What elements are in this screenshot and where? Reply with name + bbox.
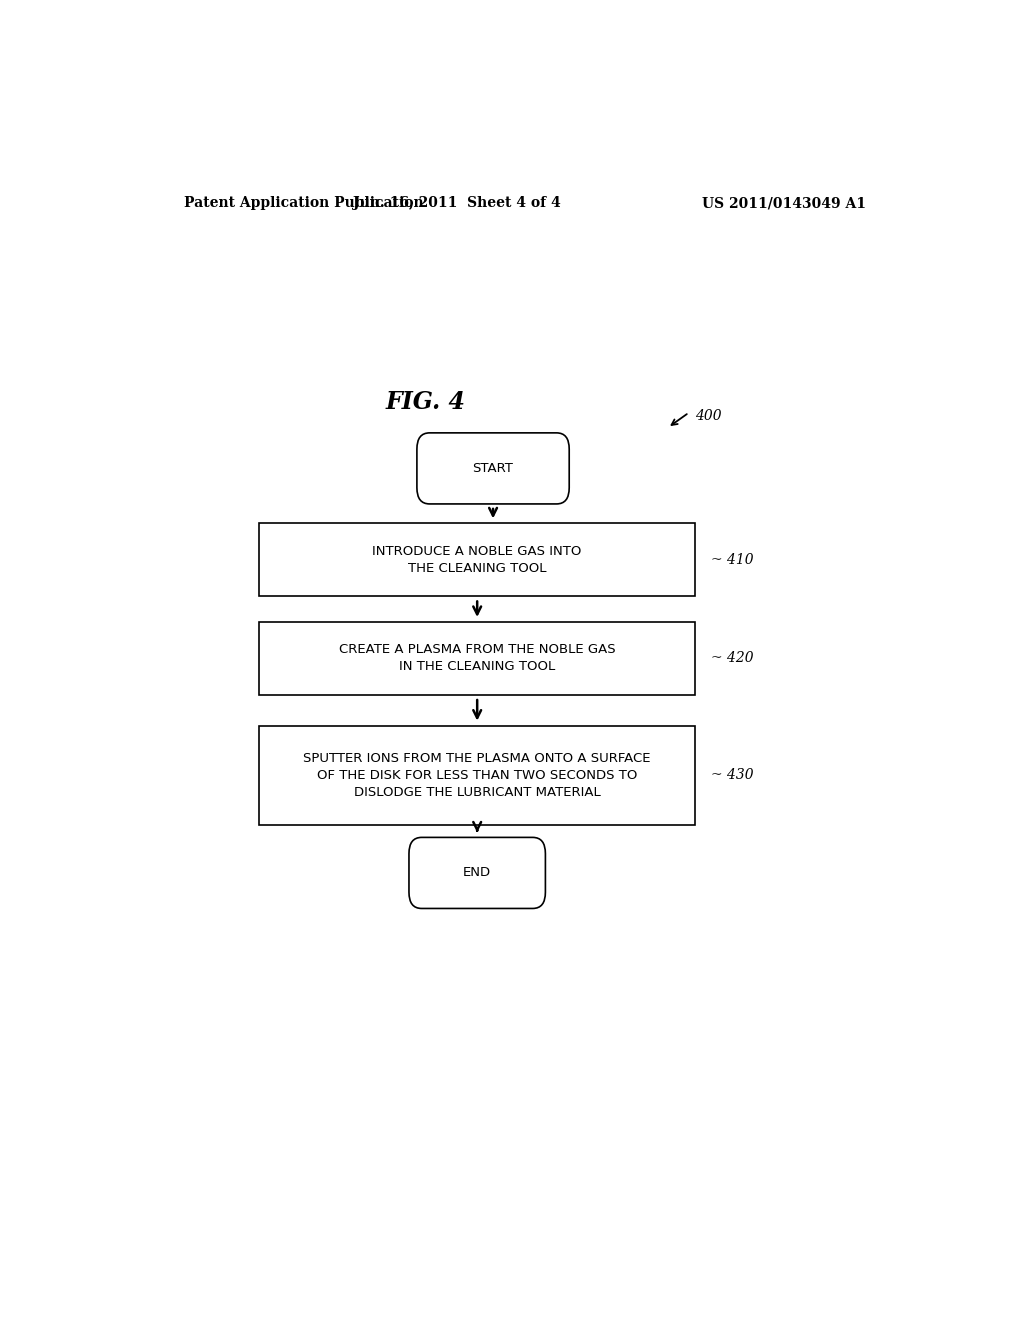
Text: INTRODUCE A NOBLE GAS INTO
THE CLEANING TOOL: INTRODUCE A NOBLE GAS INTO THE CLEANING … bbox=[373, 545, 582, 576]
Bar bbox=[259, 622, 695, 696]
Text: END: END bbox=[463, 866, 492, 879]
Text: ~ 420: ~ 420 bbox=[712, 652, 754, 665]
Bar bbox=[259, 726, 695, 825]
Text: ~ 410: ~ 410 bbox=[712, 553, 754, 566]
Text: 400: 400 bbox=[695, 409, 722, 422]
Text: START: START bbox=[473, 462, 513, 475]
Bar bbox=[259, 523, 695, 597]
Text: ~ 430: ~ 430 bbox=[712, 768, 754, 783]
Text: US 2011/0143049 A1: US 2011/0143049 A1 bbox=[702, 197, 866, 210]
Text: Patent Application Publication: Patent Application Publication bbox=[183, 197, 423, 210]
Text: SPUTTER IONS FROM THE PLASMA ONTO A SURFACE
OF THE DISK FOR LESS THAN TWO SECOND: SPUTTER IONS FROM THE PLASMA ONTO A SURF… bbox=[303, 752, 651, 799]
Text: CREATE A PLASMA FROM THE NOBLE GAS
IN THE CLEANING TOOL: CREATE A PLASMA FROM THE NOBLE GAS IN TH… bbox=[339, 643, 615, 673]
FancyBboxPatch shape bbox=[409, 837, 546, 908]
Text: FIG. 4: FIG. 4 bbox=[386, 391, 466, 414]
Text: Jun. 16, 2011  Sheet 4 of 4: Jun. 16, 2011 Sheet 4 of 4 bbox=[353, 197, 561, 210]
FancyBboxPatch shape bbox=[417, 433, 569, 504]
